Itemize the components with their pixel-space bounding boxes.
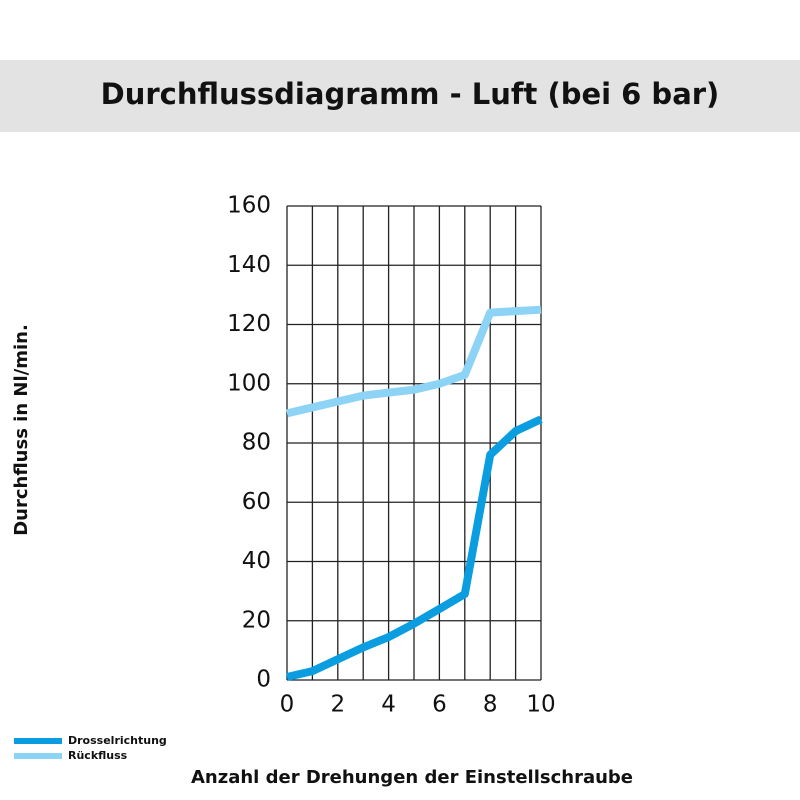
y-tick-label: 160	[227, 193, 271, 219]
title-band	[0, 60, 800, 132]
x-tick-label: 4	[381, 692, 396, 718]
x-axis-label: Anzahl der Drehungen der Einstellschraub…	[191, 767, 633, 788]
x-tick-label: 8	[483, 692, 498, 718]
x-tick-label: 6	[432, 692, 447, 718]
x-tick-label: 0	[280, 692, 295, 718]
y-tick-label: 120	[227, 311, 271, 337]
chart-title: Durchflussdiagramm - Luft (bei 6 bar)	[101, 77, 720, 111]
y-tick-label: 80	[242, 430, 271, 456]
y-tick-label: 20	[242, 607, 271, 633]
x-tick-label: 2	[330, 692, 345, 718]
y-tick-label: 100	[227, 370, 271, 396]
y-tick-label: 0	[256, 667, 271, 693]
legend-label: Drosselrichtung	[68, 734, 167, 747]
y-tick-label: 40	[242, 548, 271, 574]
y-axis-label: Durchfluss in Nl/min.	[11, 324, 32, 536]
data-line	[286, 305, 542, 418]
data-line	[286, 415, 543, 681]
x-tick-label: 10	[526, 692, 555, 718]
y-tick-label: 60	[242, 489, 271, 515]
y-tick-label: 140	[227, 252, 271, 278]
legend-label: Rückfluss	[68, 749, 128, 762]
